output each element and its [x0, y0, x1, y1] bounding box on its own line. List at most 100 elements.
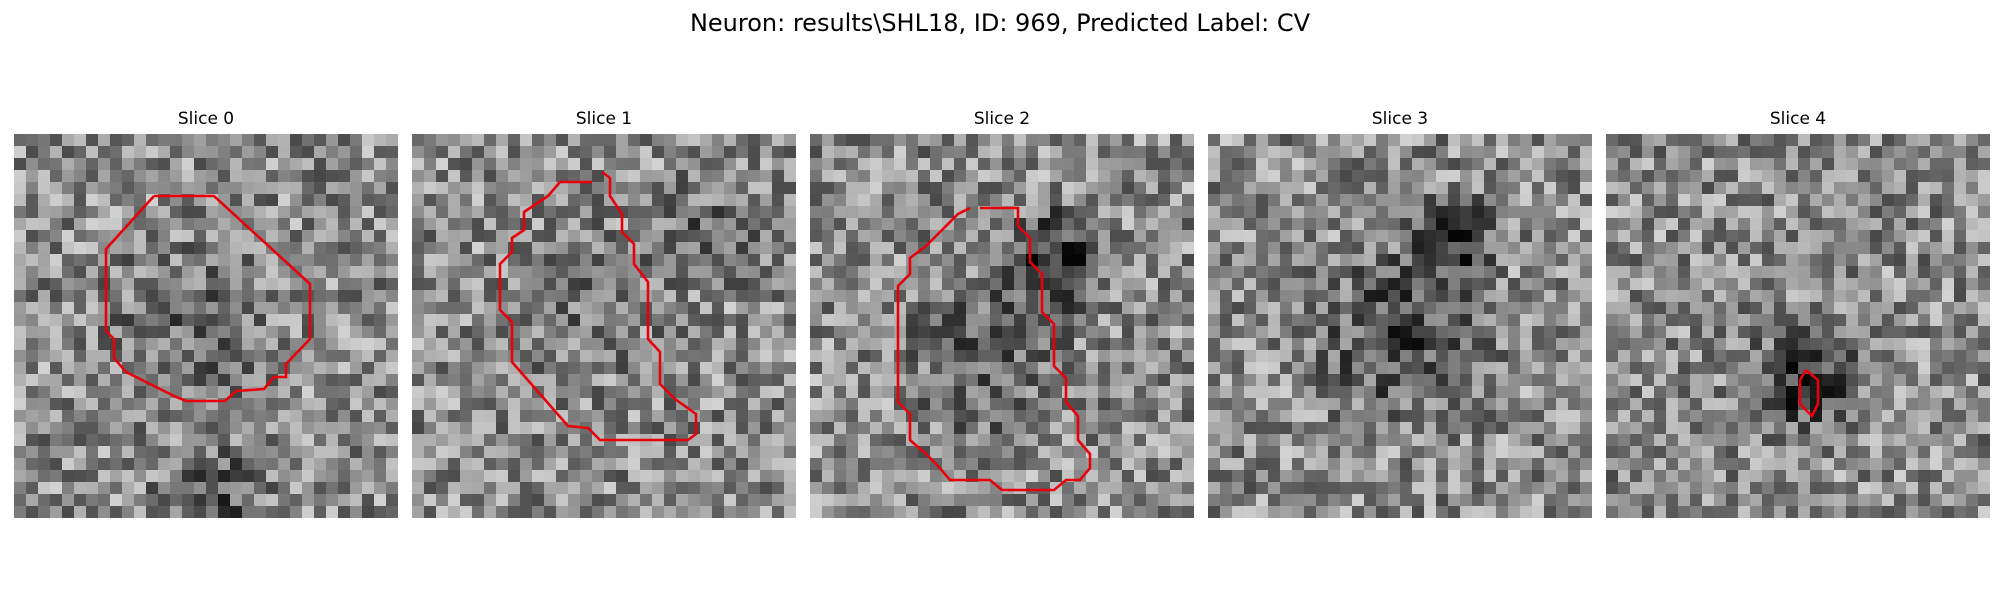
image-pixel	[1340, 194, 1352, 206]
image-pixel	[592, 146, 604, 158]
image-pixel	[1846, 170, 1858, 182]
image-pixel	[1460, 254, 1472, 266]
image-pixel	[1388, 410, 1400, 422]
image-pixel	[1256, 410, 1268, 422]
image-pixel	[1400, 218, 1412, 230]
image-pixel	[942, 434, 954, 446]
image-pixel	[448, 218, 460, 230]
image-pixel	[1400, 410, 1412, 422]
image-pixel	[616, 158, 628, 170]
image-pixel	[640, 290, 652, 302]
image-pixel	[254, 482, 266, 494]
image-pixel	[1002, 350, 1014, 362]
image-pixel	[50, 482, 62, 494]
image-pixel	[1038, 146, 1050, 158]
image-pixel	[26, 494, 38, 506]
image-pixel	[568, 482, 580, 494]
image-pixel	[278, 134, 290, 146]
image-pixel	[918, 386, 930, 398]
image-pixel	[302, 170, 314, 182]
image-pixel	[134, 422, 146, 434]
image-pixel	[1098, 302, 1110, 314]
image-pixel	[1098, 338, 1110, 350]
image-pixel	[990, 422, 1002, 434]
image-pixel	[98, 470, 110, 482]
image-pixel	[1870, 242, 1882, 254]
image-pixel	[424, 314, 436, 326]
image-pixel	[436, 266, 448, 278]
image-pixel	[930, 338, 942, 350]
image-pixel	[1726, 386, 1738, 398]
image-pixel	[1304, 446, 1316, 458]
image-pixel	[966, 194, 978, 206]
image-pixel	[1654, 170, 1666, 182]
image-pixel	[1268, 290, 1280, 302]
image-pixel	[1364, 290, 1376, 302]
image-pixel	[1074, 254, 1086, 266]
image-pixel	[966, 158, 978, 170]
image-pixel	[834, 362, 846, 374]
image-pixel	[1158, 386, 1170, 398]
image-pixel	[1122, 410, 1134, 422]
image-pixel	[194, 230, 206, 242]
image-pixel	[230, 302, 242, 314]
image-pixel	[1630, 434, 1642, 446]
image-pixel	[1630, 338, 1642, 350]
image-pixel	[278, 302, 290, 314]
image-pixel	[628, 326, 640, 338]
image-pixel	[290, 254, 302, 266]
image-pixel	[86, 374, 98, 386]
image-pixel	[1026, 482, 1038, 494]
image-pixel	[628, 314, 640, 326]
image-pixel	[748, 338, 760, 350]
image-pixel	[278, 326, 290, 338]
image-pixel	[122, 398, 134, 410]
image-pixel	[1304, 302, 1316, 314]
image-pixel	[784, 146, 796, 158]
image-pixel	[580, 326, 592, 338]
image-pixel	[26, 302, 38, 314]
image-pixel	[412, 158, 424, 170]
image-pixel	[1244, 278, 1256, 290]
image-pixel	[1810, 206, 1822, 218]
image-pixel	[362, 326, 374, 338]
image-pixel	[374, 242, 386, 254]
image-pixel	[1328, 182, 1340, 194]
image-pixel	[266, 278, 278, 290]
image-pixel	[978, 230, 990, 242]
image-pixel	[1146, 326, 1158, 338]
image-pixel	[616, 254, 628, 266]
image-pixel	[846, 470, 858, 482]
image-pixel	[1292, 254, 1304, 266]
image-pixel	[242, 386, 254, 398]
image-pixel	[724, 434, 736, 446]
image-pixel	[412, 302, 424, 314]
image-pixel	[664, 278, 676, 290]
image-pixel	[1448, 242, 1460, 254]
image-pixel	[990, 506, 1002, 518]
image-pixel	[1170, 302, 1182, 314]
image-pixel	[1002, 170, 1014, 182]
image-pixel	[50, 278, 62, 290]
image-pixel	[978, 170, 990, 182]
image-pixel	[230, 398, 242, 410]
image-pixel	[508, 350, 520, 362]
image-pixel	[74, 410, 86, 422]
image-pixel	[206, 266, 218, 278]
image-pixel	[1062, 386, 1074, 398]
image-pixel	[906, 158, 918, 170]
image-pixel	[736, 494, 748, 506]
image-pixel	[472, 302, 484, 314]
image-pixel	[700, 194, 712, 206]
image-pixel	[870, 146, 882, 158]
image-pixel	[1086, 434, 1098, 446]
image-pixel	[206, 374, 218, 386]
image-pixel	[266, 386, 278, 398]
image-pixel	[1050, 170, 1062, 182]
image-pixel	[1316, 290, 1328, 302]
image-pixel	[1244, 302, 1256, 314]
image-pixel	[1400, 158, 1412, 170]
image-pixel	[652, 470, 664, 482]
image-pixel	[894, 338, 906, 350]
image-pixel	[460, 170, 472, 182]
